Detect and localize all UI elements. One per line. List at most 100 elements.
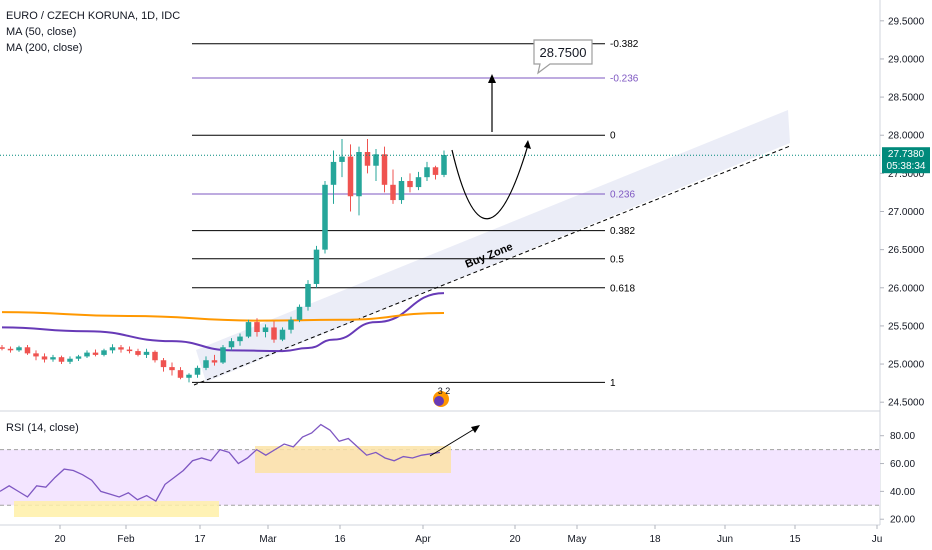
fib-level-label: 0 (610, 131, 616, 142)
candle[interactable] (143, 348, 150, 358)
candle[interactable] (75, 354, 82, 361)
fib-level-label: 0.5 (610, 254, 624, 265)
candle[interactable] (228, 338, 235, 351)
candle[interactable] (271, 321, 277, 343)
target-callout[interactable]: 28.7500 (533, 39, 593, 75)
candle[interactable] (109, 344, 116, 354)
time-axis-label: Mar (259, 534, 277, 545)
candle[interactable] (364, 139, 371, 174)
price-axis-label: 28.0000 (888, 131, 925, 142)
candlestick-series[interactable] (0, 139, 447, 383)
candle[interactable] (186, 373, 192, 383)
candle[interactable] (381, 146, 388, 193)
candle[interactable] (373, 148, 379, 181)
ma200-legend[interactable]: MA (200, close) (6, 42, 83, 54)
time-axis-label: 16 (334, 534, 346, 545)
projected-path-curve (451, 144, 529, 220)
candle[interactable] (50, 354, 56, 362)
candle[interactable] (160, 357, 167, 372)
candle-body (407, 180, 413, 188)
candle-body (398, 180, 405, 201)
candle[interactable] (313, 245, 320, 288)
fib-level-label: 0.236 (610, 189, 635, 200)
candle-body (381, 154, 388, 185)
candle-body (271, 327, 277, 340)
rsi-axis-label: 80.00 (890, 431, 915, 442)
candle-body (58, 357, 65, 362)
candle-body (33, 353, 39, 357)
candle[interactable] (254, 318, 260, 337)
candle[interactable] (441, 150, 447, 178)
candle-body (424, 167, 430, 178)
symbol-title[interactable]: EURO / CZECH KORUNA, 1D, IDC (6, 10, 181, 22)
candle[interactable] (398, 177, 405, 204)
chart-legend: EURO / CZECH KORUNA, 1D, IDC MA (50, clo… (6, 8, 180, 56)
candle[interactable] (169, 362, 175, 376)
candle-body (16, 347, 22, 351)
candle[interactable] (220, 344, 226, 365)
candle[interactable] (432, 165, 439, 180)
candle[interactable] (118, 344, 124, 353)
rsi-legend[interactable]: RSI (14, close) (6, 422, 79, 434)
candle[interactable] (305, 280, 311, 311)
candle[interactable] (58, 355, 65, 365)
price-tag-countdown: 05:38:34 (887, 161, 926, 172)
candle[interactable] (288, 316, 294, 334)
candle[interactable] (194, 365, 201, 378)
fibonacci-retracement[interactable]: -0.382 -0.236 0 0.236 0.382 0.5 0.618 1 (192, 39, 639, 389)
candle[interactable] (24, 344, 31, 355)
candle[interactable] (126, 346, 133, 354)
candle[interactable] (279, 327, 286, 342)
candle[interactable] (92, 349, 99, 357)
candle[interactable] (84, 350, 90, 358)
candle[interactable] (424, 161, 430, 181)
ma50-legend[interactable]: MA (50, close) (6, 26, 77, 38)
time-axis-label: Apr (415, 534, 431, 545)
candle-body (228, 341, 235, 348)
candle-body (101, 350, 107, 355)
candle[interactable] (262, 324, 269, 338)
time-axis-label: May (568, 534, 587, 545)
candle[interactable] (390, 169, 396, 204)
candle-body (0, 347, 5, 349)
candle-body (441, 155, 447, 175)
candle[interactable] (33, 350, 39, 361)
candle[interactable] (135, 348, 141, 357)
candle[interactable] (177, 367, 184, 380)
candle[interactable] (330, 150, 337, 204)
price-axis-label: 28.5000 (888, 93, 925, 104)
candle[interactable] (407, 173, 413, 193)
event-badge[interactable]: 3 2 (433, 386, 450, 407)
candle-body (152, 351, 158, 361)
candle-body (288, 319, 294, 330)
price-axis-label: 25.0000 (888, 360, 925, 371)
candle[interactable] (339, 139, 345, 178)
candle[interactable] (322, 180, 328, 254)
fib-level-label: -0.236 (610, 74, 639, 85)
candle-body (203, 360, 209, 368)
candle[interactable] (296, 304, 303, 323)
candle[interactable] (356, 146, 362, 216)
candle[interactable] (41, 353, 48, 363)
candle[interactable] (211, 354, 218, 366)
candle[interactable] (67, 356, 73, 365)
rsi-axis[interactable]: 80.00 60.00 40.00 20.00 (880, 431, 915, 526)
candle[interactable] (152, 350, 158, 363)
moving-averages (1, 292, 445, 353)
fib-level-label: -0.382 (610, 39, 639, 50)
candle-body (7, 348, 14, 351)
candle[interactable] (203, 356, 209, 371)
candle[interactable] (7, 346, 14, 353)
price-axis[interactable]: 29.5000 29.0000 28.5000 28.0000 27.5000 27.00… (880, 16, 925, 409)
candle[interactable] (347, 144, 354, 212)
candle-body (296, 306, 303, 320)
candle[interactable] (16, 345, 22, 352)
candle[interactable] (245, 319, 252, 339)
time-axis[interactable]: 20 Feb 17 Mar 16 Apr 20 May 18 Jun 15 Ju (54, 525, 882, 545)
candle[interactable] (237, 333, 243, 346)
candle[interactable] (415, 171, 422, 191)
candle[interactable] (101, 348, 107, 357)
candle[interactable] (0, 344, 5, 351)
event-badge-text: 3 2 (438, 386, 451, 396)
